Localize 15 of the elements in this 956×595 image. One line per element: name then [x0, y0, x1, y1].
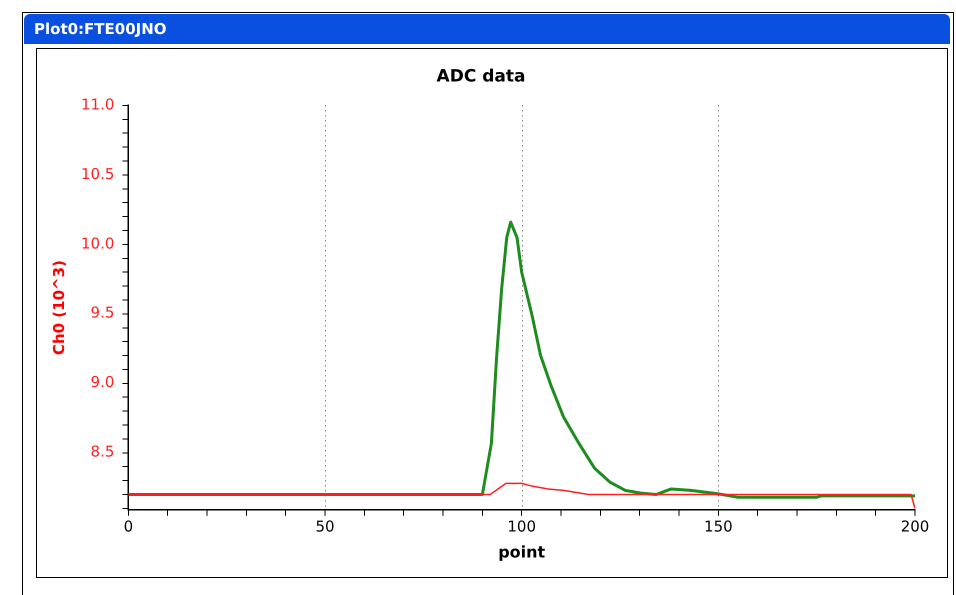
text: Plot0:FTE00JNO: [24, 14, 950, 44]
y-tick-label: 9.0: [90, 373, 114, 392]
y-axis-title: Ch0 (10^3): [50, 260, 68, 356]
x-axis-title: point: [498, 542, 546, 562]
x-tick-label: 0: [118, 518, 138, 536]
y-tick-label: 9.5: [90, 304, 114, 322]
y-tick-label: 8.5: [90, 442, 114, 461]
x-tick-label: 100: [502, 518, 541, 536]
x-tick-label: 150: [699, 518, 738, 536]
x-tick-label: 50: [310, 518, 340, 536]
y-tick-label: 11.0: [80, 95, 114, 114]
y-tick-label: 10.0: [80, 234, 114, 252]
x-tick-label: 200: [896, 518, 934, 536]
y-tick-label: 10.5: [80, 164, 114, 183]
chart-title: ADC data: [436, 66, 526, 87]
